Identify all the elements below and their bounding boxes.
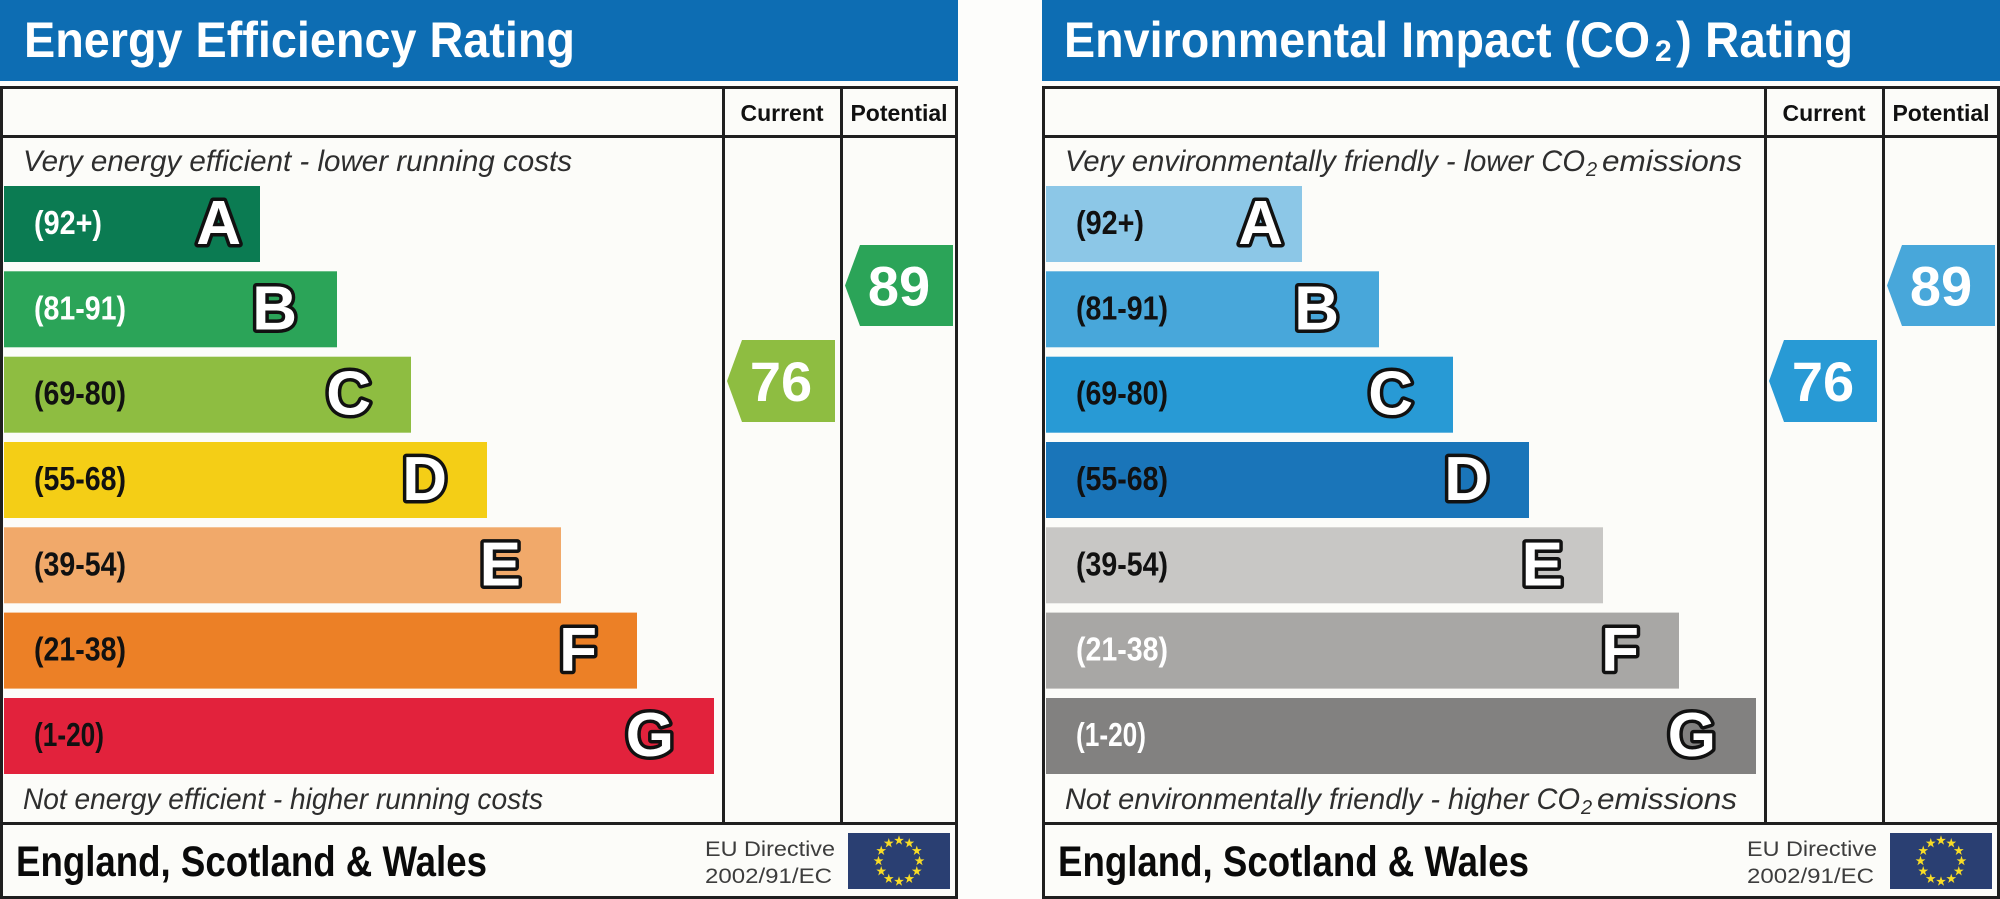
svg-text:(92+): (92+)	[34, 204, 102, 241]
svg-text:(81-91): (81-91)	[1076, 289, 1168, 326]
svg-text:2002/91/EC: 2002/91/EC	[705, 865, 832, 888]
svg-text:A: A	[1238, 189, 1283, 258]
svg-text:2002/91/EC: 2002/91/EC	[1747, 865, 1874, 888]
svg-text:C: C	[326, 360, 371, 429]
svg-text:emissions: emissions	[1602, 145, 1742, 178]
svg-text:England, Scotland & Wales: England, Scotland & Wales	[16, 838, 487, 886]
svg-text:(39-54): (39-54)	[1076, 545, 1168, 582]
svg-text:89: 89	[1910, 255, 1972, 318]
svg-text:C: C	[1368, 360, 1413, 429]
svg-text:B: B	[1294, 274, 1339, 343]
svg-text:F: F	[559, 616, 597, 685]
svg-text:emissions: emissions	[1597, 783, 1737, 816]
svg-text:Current: Current	[1782, 100, 1865, 126]
svg-text:(81-91): (81-91)	[34, 289, 126, 326]
svg-text:(1-20): (1-20)	[1076, 716, 1146, 753]
svg-text:(69-80): (69-80)	[34, 375, 126, 412]
svg-text:D: D	[402, 445, 447, 514]
svg-text:D: D	[1444, 445, 1489, 514]
svg-text:Not environmentally friendly -: Not environmentally friendly - higher CO	[1065, 783, 1580, 816]
svg-text:2: 2	[1585, 159, 1597, 181]
svg-text:Potential: Potential	[1892, 100, 1989, 126]
svg-text:B: B	[252, 274, 297, 343]
svg-text:76: 76	[750, 350, 812, 413]
svg-text:G: G	[626, 701, 674, 770]
svg-text:(92+): (92+)	[1076, 204, 1144, 241]
svg-text:F: F	[1601, 616, 1639, 685]
svg-text:Very environmentally friendly: Very environmentally friendly - lower CO	[1065, 145, 1585, 178]
svg-text:89: 89	[868, 255, 930, 318]
svg-text:Very energy efficient - lower: Very energy efficient - lower running co…	[23, 145, 572, 178]
svg-text:(39-54): (39-54)	[34, 545, 126, 582]
svg-text:(55-68): (55-68)	[34, 460, 126, 497]
svg-text:(1-20): (1-20)	[34, 716, 104, 753]
svg-text:A: A	[196, 189, 241, 258]
svg-text:2: 2	[1655, 35, 1672, 68]
svg-text:EU Directive: EU Directive	[705, 838, 835, 861]
svg-text:Potential: Potential	[850, 100, 947, 126]
svg-text:76: 76	[1792, 350, 1854, 413]
svg-text:(55-68): (55-68)	[1076, 460, 1168, 497]
svg-text:(21-38): (21-38)	[1076, 631, 1168, 668]
svg-text:Not energy efficient - higher: Not energy efficient - higher running co…	[23, 783, 543, 816]
svg-text:Current: Current	[740, 100, 823, 126]
svg-text:G: G	[1668, 701, 1716, 770]
svg-text:E: E	[480, 530, 521, 599]
svg-text:) Rating: ) Rating	[1676, 12, 1853, 68]
svg-text:Energy Efficiency Rating: Energy Efficiency Rating	[24, 12, 575, 68]
svg-text:E: E	[1522, 530, 1563, 599]
svg-text:Environmental Impact (CO: Environmental Impact (CO	[1064, 12, 1650, 68]
svg-text:(69-80): (69-80)	[1076, 375, 1168, 412]
svg-text:2: 2	[1580, 797, 1592, 819]
svg-text:(21-38): (21-38)	[34, 631, 126, 668]
svg-text:England, Scotland & Wales: England, Scotland & Wales	[1058, 838, 1529, 886]
svg-text:EU Directive: EU Directive	[1747, 838, 1877, 861]
